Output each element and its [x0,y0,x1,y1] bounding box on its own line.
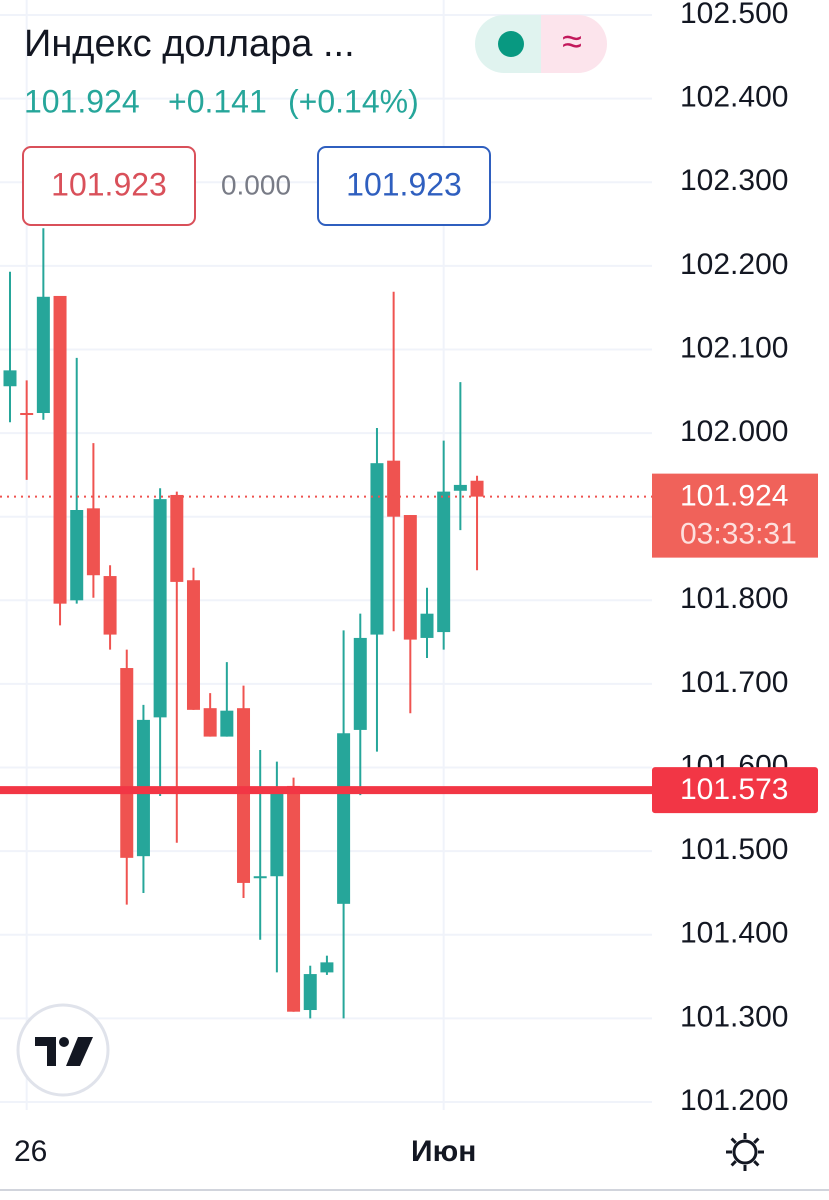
settings[interactable] [726,1133,764,1171]
logo-dot [59,1037,69,1047]
candle-body [470,480,484,497]
logo-v [66,1037,93,1066]
candle-body [186,580,200,710]
candle-body [36,296,50,414]
last-price-label: 101.924 [680,480,788,513]
x-tick-label: Июн [411,1135,476,1168]
y-tick-label: 101.800 [680,582,788,615]
y-tick-label: 102.200 [680,248,788,281]
last-price-tag [652,473,818,558]
ask: 101.923 [346,166,462,202]
chart-title: Индекс доллара ... [24,23,355,65]
y-tick-label: 102.300 [680,164,788,197]
candle-body [237,708,251,883]
y-tick-label: 102.000 [680,415,788,448]
candle-body [203,708,217,737]
candle-body [103,576,117,635]
y-tick-label: 101.700 [680,666,788,699]
y-tick-label: 101.300 [680,1000,788,1033]
candle-body [337,733,351,904]
candle-body [153,499,167,718]
price: 101.924 [24,83,140,119]
change: +0.141 [168,83,267,119]
candle-body [70,510,84,601]
status-dot [498,31,524,57]
logo-t [35,1037,56,1066]
candle-body [353,637,367,730]
icon: ≈ [562,21,582,62]
candle-body [403,515,417,640]
plot [0,0,652,1110]
bid-box[interactable] [22,146,196,226]
candle-body [170,494,184,582]
change-pct: (+0.14%) [288,83,419,119]
level-tag [652,767,818,814]
y-tick-label: 101.500 [680,833,788,866]
candle-body [437,491,451,633]
candle-body [287,785,301,1012]
pill-right [541,15,607,73]
candle-body [53,295,67,604]
candle-body [220,710,234,737]
candle-body [270,786,284,877]
ask-box[interactable] [317,146,491,226]
candle-body [20,413,34,416]
spread: 0.000 [221,169,291,200]
gear-teeth [726,1133,764,1171]
candle-body [120,668,134,858]
candle-body [320,962,334,973]
candle-body [303,974,317,1011]
y-tick-label: 101.400 [680,917,788,950]
y-tick-label: 102.400 [680,81,788,114]
candle-body [420,613,434,638]
candle-body [3,370,17,387]
status-pill[interactable]: ≈ [475,15,607,73]
candle-body [253,876,267,879]
y-tick-label: 101.200 [680,1084,788,1117]
candle-body [387,460,401,517]
gear-ring [732,1139,758,1165]
logo-circle [16,1003,110,1097]
candle-body [453,484,467,491]
logo[interactable] [16,1003,110,1097]
y-tick-label: 102.100 [680,331,788,364]
y-tick-label: 102.500 [680,0,788,30]
level-line [0,786,652,795]
countdown: 03:33:31 [680,518,797,551]
bid: 101.923 [51,166,167,202]
candle-body [370,463,384,635]
level-label: 101.573 [680,773,788,806]
x-tick-label: 26 [14,1135,47,1168]
candle-body [86,508,100,576]
